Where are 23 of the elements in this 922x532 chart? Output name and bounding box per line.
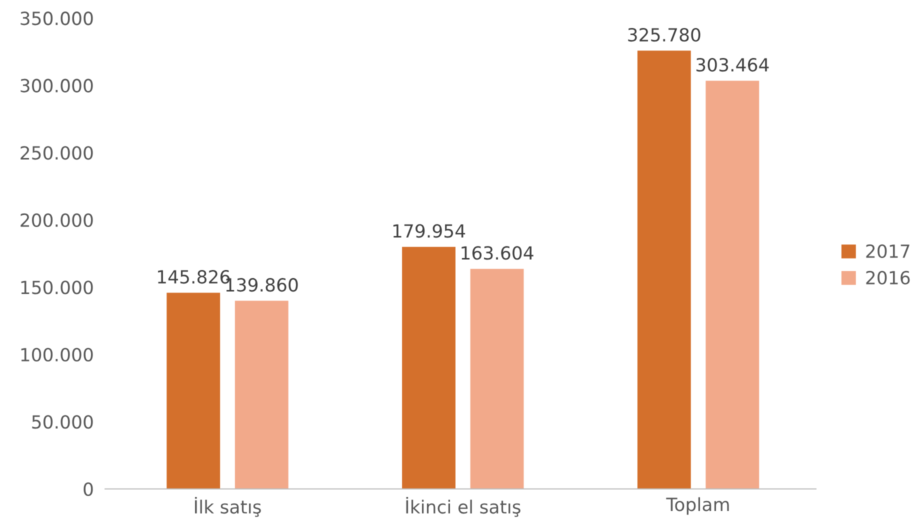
x-tick-label: İlk satış (195, 496, 261, 517)
bar (637, 50, 691, 489)
y-tick-label: 100.000 (21, 348, 93, 362)
bar (706, 80, 760, 489)
y-tick-label: 0 (84, 482, 93, 496)
legend-label: 2017 (866, 244, 910, 258)
bar (470, 268, 524, 489)
bar (166, 292, 220, 489)
y-tick-label: 200.000 (20, 213, 93, 227)
y-tick-label: 150.000 (21, 280, 93, 294)
data-label: 179.954 (393, 224, 466, 238)
y-tick-label: 350.000 (20, 12, 93, 26)
x-tick-label: Toplam (666, 497, 729, 515)
data-label: 325.780 (628, 28, 700, 42)
x-tick-label: İkinci el satış (406, 496, 520, 517)
y-tick-label: 250.000 (20, 146, 93, 160)
data-label: 303.464 (696, 58, 769, 72)
data-label: 163.604 (462, 246, 534, 260)
bar (234, 300, 288, 489)
bar (402, 246, 456, 489)
y-tick-label: 300.000 (20, 78, 93, 92)
legend-label: 2016 (866, 270, 910, 284)
y-tick-label: 50.000 (32, 415, 93, 429)
